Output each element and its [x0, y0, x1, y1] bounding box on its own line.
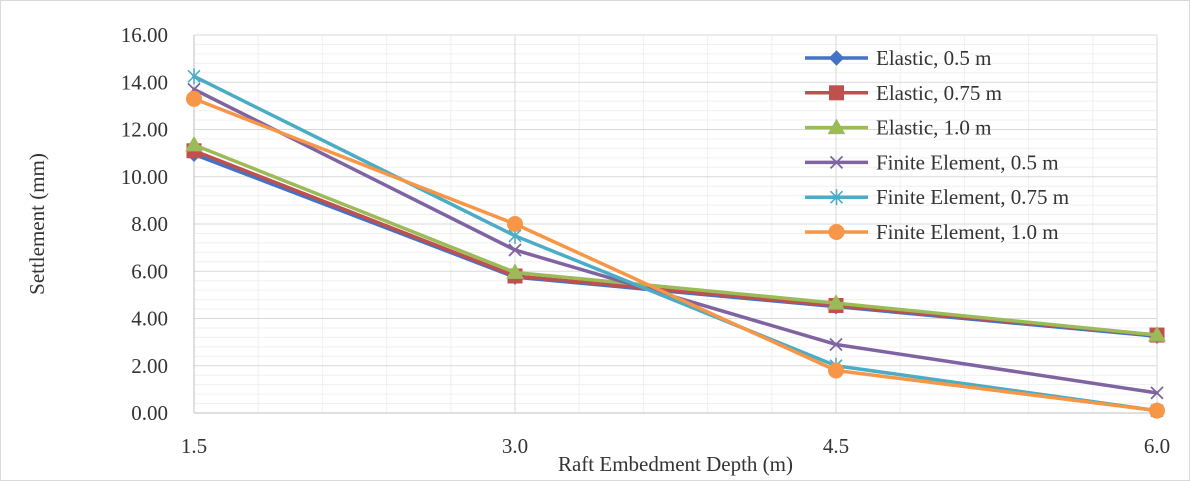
legend-entry: Finite Element, 0.75 m [805, 185, 1069, 209]
legend-marker [828, 224, 845, 240]
legend-entry: Elastic, 0.5 m [805, 46, 991, 70]
data-point [827, 294, 845, 310]
x-tick-label: 6.0 [1144, 434, 1170, 458]
legend: Elastic, 0.5 m Elastic, 0.75 m Elastic, 1.… [805, 46, 1069, 244]
data-point [187, 68, 201, 85]
data-point [1149, 402, 1165, 419]
y-axis-title: Settlement (mm) [25, 153, 49, 295]
legend-marker [829, 85, 844, 101]
data-point [186, 90, 202, 107]
legend-marker [828, 50, 845, 66]
legend-entry: Finite Element, 1.0 m [805, 220, 1059, 244]
legend-entry: Elastic, 0.75 m [805, 81, 1002, 105]
data-point [1150, 386, 1164, 400]
y-tick-label: 2.00 [131, 354, 168, 378]
x-tick-label: 4.5 [823, 434, 849, 458]
data-point [828, 362, 844, 379]
series-line [192, 74, 1159, 413]
data-point [508, 243, 522, 257]
data-point [506, 263, 524, 279]
y-tick-label: 4.00 [131, 307, 168, 331]
legend-label: Elastic, 0.5 m [876, 46, 991, 70]
legend-label: Elastic, 1.0 m [876, 116, 991, 140]
major-gridlines [194, 34, 1158, 413]
legend-label: Finite Element, 0.75 m [876, 185, 1069, 209]
legend-entry: Finite Element, 0.5 m [805, 150, 1059, 174]
x-axis-title: Raft Embedment Depth (m) [558, 452, 793, 476]
tick-labels: 0.00 2.00 4.00 6.00 8.00 10.00 12.00 14.00 16.00… [121, 23, 1170, 458]
y-tick-label: 16.00 [121, 23, 168, 47]
series-line [192, 143, 1159, 337]
y-tick-label: 6.00 [131, 259, 168, 283]
legend-marker [829, 189, 844, 206]
data-point [507, 216, 523, 232]
y-tick-label: 8.00 [131, 212, 168, 236]
series-3 [185, 135, 1166, 342]
legend-label: Finite Element, 0.5 m [876, 150, 1059, 174]
legend-label: Finite Element, 1.0 m [876, 220, 1059, 244]
data-point [829, 337, 843, 352]
y-tick-label: 10.00 [121, 165, 168, 189]
x-tick-label: 1.5 [181, 434, 207, 458]
series-6 [186, 90, 1165, 419]
legend-marker [827, 118, 846, 135]
legend-entry: Elastic, 1.0 m [805, 116, 991, 140]
series-line [192, 97, 1159, 413]
x-tick-label: 3.0 [502, 434, 528, 458]
y-tick-label: 14.00 [121, 70, 168, 94]
data-point [185, 135, 203, 152]
y-tick-label: 12.00 [121, 118, 168, 142]
legend-label: Elastic, 0.75 m [876, 81, 1002, 105]
legend-marker [829, 155, 844, 170]
series-layer [185, 68, 1166, 419]
data-point [1148, 326, 1166, 342]
y-tick-label: 0.00 [131, 401, 168, 425]
